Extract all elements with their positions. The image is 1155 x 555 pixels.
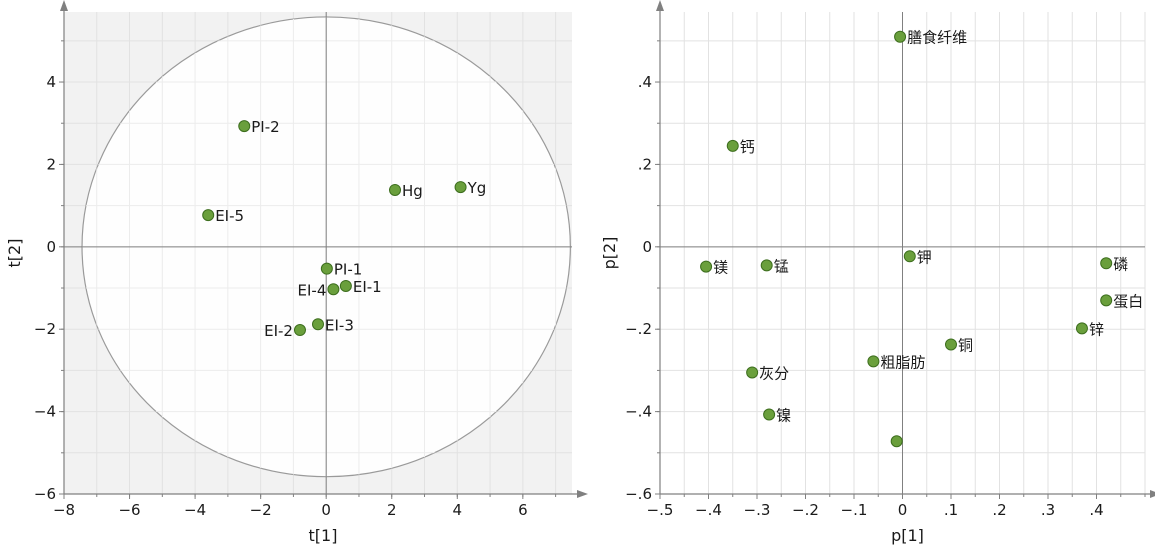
data-point [867,355,880,368]
data-point [293,324,306,337]
data-point [763,408,776,421]
data-point [1075,322,1088,335]
chart-panel-2: −.5 −.4 −.3 −.2 −.1 0 .1 .2 .3 .4 −.6 −.4 −.2 0 .2 .4 p[… [600,0,1155,545]
data-point [320,262,333,275]
data-point [238,120,251,133]
point-label: 镁 [713,259,728,277]
point-label: 膳食纤维 [907,29,967,47]
y-axis-arrow [60,0,68,11]
y-tick-label: −.4 [625,403,652,421]
point-label: 粗脂肪 [880,353,925,371]
point-label: 铜 [958,336,973,354]
data-point [339,279,352,292]
x-axis-arrow [1150,490,1155,498]
point-label: EI-4 [298,281,327,299]
y-tick-label: 0 [642,238,652,256]
point-label: 磷 [1113,255,1128,273]
x-tick-label: 0 [898,501,908,519]
y-tick-label: −.6 [625,485,652,503]
y-tick-label: −6 [34,485,56,503]
y-tick-label: .2 [638,155,652,173]
data-point [1100,294,1113,307]
point-label: 锰 [774,257,789,275]
data-point [389,183,402,196]
x-axis-title: t[1] [309,526,338,545]
data-point [903,250,916,263]
data-point [945,338,957,351]
data-point [202,209,215,222]
point-label: 蛋白 [1113,292,1143,310]
x-tick-label: −.4 [695,501,722,519]
point-label: 锌 [1089,320,1104,338]
data-point [312,318,324,331]
y-tick-label: −4 [34,403,56,421]
y-tick-label: .4 [638,73,652,91]
point-label: EI-1 [353,278,382,296]
x-tick-label: −.5 [647,501,674,519]
point-label: EI-3 [325,316,354,334]
y-axis-title: t[2] [5,239,24,268]
data-point [700,260,713,273]
x-tick-label: −2 [250,501,272,519]
x-tick-label: 0 [321,501,331,519]
point-label: EI-2 [264,322,293,340]
x-axis-arrow [577,490,588,498]
x-tick-label: .2 [992,501,1006,519]
point-label: EI-5 [215,207,244,225]
x-tick-label: .1 [944,501,958,519]
x-tick-label: 2 [387,501,397,519]
x-tick-label: −.1 [841,501,868,519]
x-tick-label: −.3 [744,501,771,519]
x-tick-label: .4 [1089,501,1103,519]
point-label: PI-1 [334,261,362,279]
x-tick-label: −.2 [792,501,819,519]
y-tick-label: 2 [46,155,56,173]
x-tick-label: −4 [184,501,206,519]
data-point [454,181,467,194]
y-tick-label: −.2 [625,320,652,338]
point-label: 钾 [917,248,932,266]
data-point [327,283,340,296]
x-tick-label: 6 [518,501,528,519]
point-label: 镍 [776,406,791,424]
point-label: 钙 [740,138,755,156]
x-tick-label: −6 [118,501,140,519]
data-point [1100,257,1113,270]
y-tick-label: 0 [46,238,56,256]
y-tick-label: 4 [46,73,56,91]
point-label: Yg [467,179,487,197]
y-axis-arrow [656,0,664,11]
x-tick-label: .3 [1041,501,1055,519]
point-label: 灰分 [759,364,789,382]
y-tick-label: −2 [34,320,56,338]
x-tick-label: −8 [53,501,75,519]
data-point [746,366,759,379]
data-point [726,139,739,152]
data-point [760,259,773,272]
y-axis-title: p[2] [600,237,619,270]
point-label: Hg [402,182,423,200]
x-tick-label: 4 [453,501,463,519]
point-label: PI-2 [251,118,279,136]
data-point [894,30,907,43]
x-axis-title: p[1] [891,526,924,545]
data-point [890,435,903,448]
